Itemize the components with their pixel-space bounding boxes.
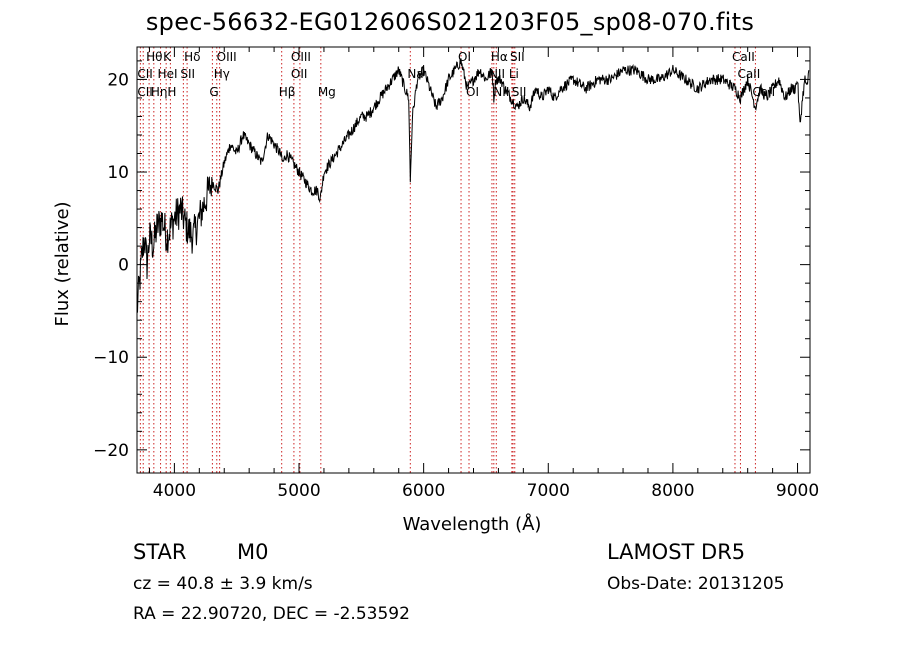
coordinates-readout: RA = 22.90720, DEC = -2.53592 <box>133 604 410 624</box>
line-label-13: OII <box>291 67 308 81</box>
line-label-3: OIII <box>217 50 237 64</box>
line-label-2: Hδ <box>184 50 200 64</box>
line-label-15: NII <box>489 67 505 81</box>
x-tick-label: 9000 <box>776 481 819 501</box>
object-class: STAR <box>133 540 187 564</box>
line-label-24: OI <box>466 85 479 99</box>
x-tick-label: 6000 <box>402 481 445 501</box>
line-label-1: K <box>163 50 172 64</box>
y-tick-label: −10 <box>93 348 129 368</box>
line-label-7: SII <box>510 50 525 64</box>
line-label-12: Hγ <box>214 67 230 81</box>
chart-title: spec-56632-EG012606S021203F05_sp08-070.f… <box>145 8 755 36</box>
line-label-10: HeI <box>158 67 178 81</box>
line-label-23: Mg <box>318 85 336 99</box>
line-label-17: CaII <box>737 67 760 81</box>
line-label-4: OIII <box>291 50 311 64</box>
line-markers <box>139 47 756 473</box>
y-tick-label: 10 <box>107 163 129 183</box>
x-tick-label: 7000 <box>527 481 570 501</box>
plot-frame <box>136 46 811 474</box>
redshift-readout: cz = 40.8 ± 3.9 km/s <box>133 574 313 594</box>
line-label-22: Hβ <box>279 85 296 99</box>
line-label-6: Hα <box>491 50 508 64</box>
line-label-25: NII <box>493 85 509 99</box>
line-label-16: Li <box>509 67 519 81</box>
y-tick-label: −20 <box>93 441 129 461</box>
line-label-11: SII <box>180 67 195 81</box>
x-tick-label: 5000 <box>277 481 320 501</box>
line-label-5: OI <box>458 50 471 64</box>
spectrum-series <box>136 58 810 313</box>
line-label-0: Hθ <box>146 50 162 64</box>
spectrum-line <box>136 58 810 313</box>
line-label-18: CII <box>137 85 152 99</box>
line-label-27: CaII <box>752 85 775 99</box>
observation-date: Obs-Date: 20131205 <box>607 574 785 594</box>
y-tick-label: 0 <box>118 256 129 276</box>
line-label-26: SII <box>512 85 527 99</box>
object-subclass: M0 <box>237 540 269 564</box>
line-label-14: Na <box>407 67 423 81</box>
line-label-19: Hη <box>151 85 168 99</box>
x-axis-label: Wavelength (Å) <box>403 513 542 535</box>
x-tick-label: 8000 <box>651 481 694 501</box>
line-label-20: H <box>167 85 176 99</box>
axis-ticks: 4000 5000 6000 7000 8000 9000 −20 −10 0 10 20 <box>93 47 819 501</box>
line-label-21: G <box>209 85 218 99</box>
y-tick-label: 20 <box>107 70 129 90</box>
line-label-9: CII <box>137 67 152 81</box>
y-axis-label: Flux (relative) <box>52 201 73 326</box>
survey-name: LAMOST DR5 <box>607 540 746 564</box>
line-label-8: CaII <box>732 50 755 64</box>
x-tick-label: 4000 <box>153 481 196 501</box>
